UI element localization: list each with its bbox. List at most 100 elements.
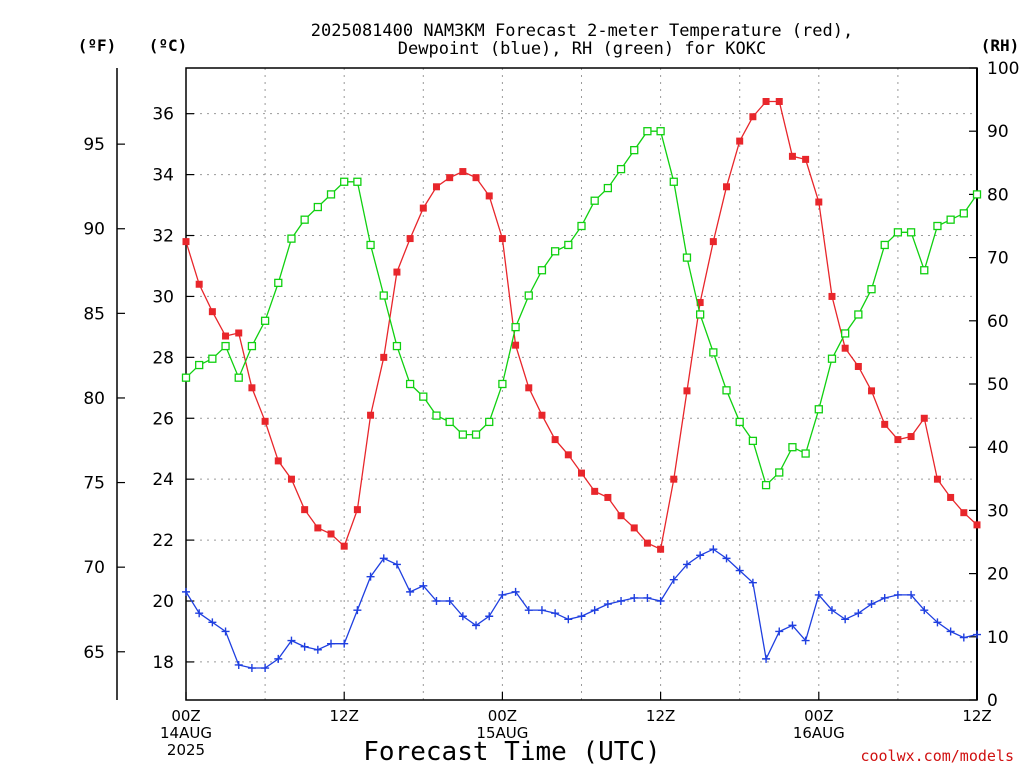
data-point <box>709 238 717 246</box>
data-point <box>801 636 810 645</box>
data-point <box>419 392 428 401</box>
data-point <box>537 606 546 615</box>
data-point <box>894 436 902 444</box>
data-point <box>590 606 599 615</box>
data-point <box>762 98 770 106</box>
x-tick-label: 12Z <box>646 707 675 725</box>
data-point <box>524 291 533 300</box>
data-point <box>393 268 401 276</box>
data-point <box>432 411 441 420</box>
data-point <box>616 164 626 174</box>
data-point <box>801 449 810 458</box>
data-point <box>893 228 903 237</box>
data-point <box>867 285 876 294</box>
fahrenheit-tick-label: 70 <box>83 558 105 578</box>
data-point <box>380 353 388 361</box>
data-point <box>221 627 230 636</box>
series-dewpoint <box>182 545 981 673</box>
data-point <box>827 354 837 363</box>
data-point <box>512 341 520 349</box>
data-point <box>419 204 427 212</box>
data-point <box>471 430 481 439</box>
data-point <box>735 566 744 575</box>
data-point <box>379 291 388 300</box>
data-point <box>247 664 256 673</box>
data-point <box>946 627 955 636</box>
data-point <box>973 630 981 639</box>
data-point <box>525 384 533 392</box>
axes <box>116 67 978 701</box>
data-point <box>669 177 678 186</box>
rh-unit-label: (RH) <box>981 36 1020 55</box>
rh-tick-label: 40 <box>987 438 1009 458</box>
x-tick-label: 00Z <box>171 707 200 725</box>
data-point <box>696 310 705 319</box>
data-point <box>300 642 309 651</box>
celsius-tick-label: 32 <box>152 227 174 247</box>
data-point <box>947 493 955 501</box>
data-point <box>274 278 283 288</box>
data-point <box>485 192 493 200</box>
data-point <box>814 590 823 599</box>
data-point <box>458 430 468 439</box>
data-point <box>274 654 283 663</box>
data-point <box>682 560 691 569</box>
rh-tick-label: 50 <box>987 375 1009 395</box>
data-point <box>446 174 454 182</box>
data-point <box>736 137 744 145</box>
data-point <box>234 373 243 382</box>
data-point <box>340 177 349 186</box>
data-point <box>643 539 651 547</box>
data-point <box>603 600 612 609</box>
data-point <box>524 606 533 615</box>
fahrenheit-tick-label: 95 <box>83 135 105 155</box>
x-tick-label: 16AUG <box>793 724 845 742</box>
data-point <box>657 545 665 553</box>
data-point <box>590 196 599 205</box>
series-layer <box>181 98 982 673</box>
data-point <box>550 247 560 256</box>
data-point <box>445 597 454 606</box>
data-point <box>617 512 625 520</box>
data-point <box>485 612 494 621</box>
data-point <box>222 332 230 340</box>
rh-tick-label: 90 <box>987 122 1009 142</box>
data-point <box>235 329 243 337</box>
data-point <box>722 386 731 395</box>
data-point <box>881 420 889 428</box>
data-point <box>828 292 836 300</box>
credit-label: coolwx.com/models <box>860 747 1014 765</box>
data-point <box>880 240 889 250</box>
data-point <box>630 593 639 602</box>
text-layer: 18 20 22 24 26 28 30 32 34 36 65 70 75 80 85 90 95 0 10 20 3… <box>78 21 1020 767</box>
data-point <box>248 384 256 392</box>
data-point <box>498 235 506 243</box>
data-point <box>208 618 217 627</box>
data-point <box>643 127 652 136</box>
rh-tick-label: 30 <box>987 501 1009 521</box>
data-point <box>761 480 771 490</box>
data-point <box>301 506 309 514</box>
data-point <box>182 587 190 596</box>
rh-tick-label: 80 <box>987 185 1009 205</box>
data-point <box>327 639 336 648</box>
data-point <box>788 621 797 630</box>
data-point <box>723 183 731 191</box>
data-point <box>208 308 216 316</box>
data-point <box>327 530 335 538</box>
data-point <box>775 468 784 477</box>
data-point <box>300 215 309 224</box>
celsius-unit-label: (ºC) <box>149 36 188 55</box>
data-point <box>683 387 691 395</box>
data-point <box>432 597 441 606</box>
data-point <box>867 600 876 609</box>
x-tick-label: 12Z <box>962 707 991 725</box>
data-point <box>591 487 599 495</box>
data-point <box>709 348 718 357</box>
data-point <box>972 190 982 199</box>
data-point <box>472 621 481 630</box>
data-point <box>920 606 929 615</box>
data-point <box>379 554 388 563</box>
